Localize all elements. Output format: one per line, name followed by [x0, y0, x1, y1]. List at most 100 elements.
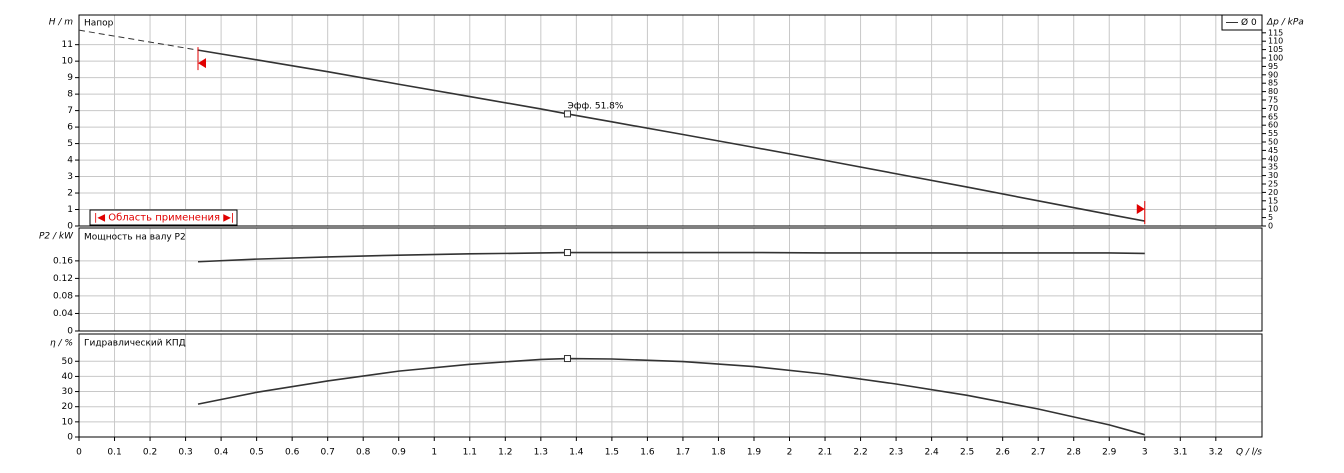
operating-point — [563, 355, 571, 363]
x-tick-label: 2.8 — [1067, 448, 1082, 458]
x-tick-label: 0.8 — [356, 448, 371, 458]
range-start-arrow — [198, 58, 207, 69]
operating-point — [563, 110, 571, 118]
y2-tick-label: 90 — [1268, 70, 1278, 79]
x-tick-label: 1.3 — [534, 448, 548, 458]
y2-tick-label: 110 — [1268, 37, 1283, 46]
y2-tick-label: 95 — [1268, 62, 1278, 71]
y2-tick-label: 65 — [1268, 112, 1278, 121]
x-tick-label: 1 — [431, 448, 437, 458]
y-tick-label: 0.16 — [53, 256, 73, 266]
y-tick-label: 0 — [67, 433, 73, 443]
series-line — [197, 49, 1145, 222]
y-axis-label: η / % — [50, 339, 73, 349]
y-tick-label: 0 — [67, 222, 73, 232]
y-tick-label: 10 — [62, 417, 74, 427]
y-tick-label: 20 — [62, 402, 74, 412]
y2-tick-label: 115 — [1268, 28, 1283, 37]
y-tick-label: 2 — [67, 189, 73, 199]
x-tick-label: 2 — [787, 448, 793, 458]
x-tick-label: 0.6 — [285, 448, 300, 458]
y-tick-label: 11 — [62, 40, 73, 50]
y2-tick-label: 30 — [1268, 171, 1278, 180]
x-axis-label: Q / l/s — [1236, 448, 1262, 458]
y2-tick-label: 15 — [1268, 196, 1278, 205]
panel-frame — [78, 333, 1263, 438]
x-tick-label: 0.5 — [249, 448, 263, 458]
panel-title: Напор — [84, 19, 114, 29]
y-tick-label: 8 — [67, 90, 73, 100]
y-tick-label: 9 — [67, 73, 73, 83]
x-tick-label: 2.3 — [889, 448, 903, 458]
series-line — [197, 357, 1145, 436]
y2-tick-label: 85 — [1268, 79, 1278, 88]
y-tick-label: 4 — [67, 156, 73, 166]
range-end-arrow — [1136, 204, 1145, 215]
range-label-box — [89, 209, 238, 226]
y2-tick-label: 75 — [1268, 96, 1278, 105]
x-tick-label: 3.2 — [1209, 448, 1223, 458]
y2-tick-label: 50 — [1268, 138, 1278, 147]
y2-tick-label: 80 — [1268, 87, 1278, 96]
x-tick-label: 3.1 — [1173, 448, 1187, 458]
x-tick-label: 0.1 — [107, 448, 121, 458]
legend-entry: Ø 0 — [1241, 17, 1257, 28]
panel-title: Мощность на валу P2 — [84, 233, 186, 243]
x-tick-label: 1.9 — [747, 448, 762, 458]
range-label: |◀ Область применения ▶| — [94, 213, 234, 224]
y2-tick-label: 55 — [1268, 129, 1278, 138]
y2-tick-label: 45 — [1268, 146, 1278, 155]
y-axis-label: H / m — [49, 18, 74, 28]
x-tick-label: 1.7 — [676, 448, 690, 458]
y2-tick-label: 60 — [1268, 121, 1278, 130]
x-tick-label: 3 — [1142, 448, 1148, 458]
y2-tick-label: 10 — [1268, 205, 1278, 214]
y2-tick-label: 105 — [1268, 45, 1283, 54]
x-tick-label: 1.2 — [498, 448, 512, 458]
y-tick-label: 40 — [62, 372, 74, 382]
y2-axis-label: Δp / kPa — [1266, 18, 1304, 28]
x-tick-label: 0.3 — [178, 448, 192, 458]
extrapolated-line — [78, 29, 199, 51]
y2-tick-label: 5 — [1268, 213, 1273, 222]
x-tick-label: 1.6 — [640, 448, 655, 458]
x-tick-label: 2.9 — [1102, 448, 1117, 458]
y-tick-label: 0 — [67, 327, 73, 337]
x-tick-label: 2.1 — [818, 448, 832, 458]
series-line — [197, 251, 1145, 263]
y-tick-label: 0.08 — [53, 291, 73, 301]
x-tick-label: 1.5 — [605, 448, 619, 458]
y-tick-label: 3 — [67, 172, 73, 182]
y2-tick-label: 70 — [1268, 104, 1278, 113]
y2-tick-label: 40 — [1268, 154, 1278, 163]
x-tick-label: 2.7 — [1031, 448, 1045, 458]
y-tick-label: 0.12 — [53, 274, 73, 284]
y-tick-label: 10 — [62, 57, 74, 67]
x-tick-label: 2.6 — [995, 448, 1010, 458]
x-tick-label: 2.5 — [960, 448, 974, 458]
y2-tick-label: 100 — [1268, 54, 1283, 63]
x-tick-label: 0.2 — [143, 448, 157, 458]
x-tick-label: 2.4 — [924, 448, 939, 458]
y2-tick-label: 20 — [1268, 188, 1278, 197]
x-tick-label: 0.7 — [321, 448, 335, 458]
panel-frame — [78, 227, 1263, 332]
annotation: Эфф. 51.8% — [567, 101, 623, 111]
panel-frame — [78, 14, 1263, 227]
operating-point — [563, 249, 571, 257]
x-tick-label: 0 — [76, 448, 82, 458]
x-tick-label: 1.4 — [569, 448, 584, 458]
panel-title: Гидравлический КПД — [84, 339, 186, 349]
y2-tick-label: 25 — [1268, 180, 1278, 189]
x-tick-label: 0.4 — [214, 448, 229, 458]
y-axis-label: P2 / kW — [39, 232, 74, 242]
y-tick-label: 6 — [67, 123, 73, 133]
y-tick-label: 5 — [67, 139, 73, 149]
x-tick-label: 0.9 — [392, 448, 407, 458]
y-tick-label: 30 — [62, 387, 74, 397]
y2-tick-label: 35 — [1268, 163, 1278, 172]
y-tick-label: 0.04 — [53, 309, 73, 319]
x-tick-label: 1.8 — [711, 448, 726, 458]
